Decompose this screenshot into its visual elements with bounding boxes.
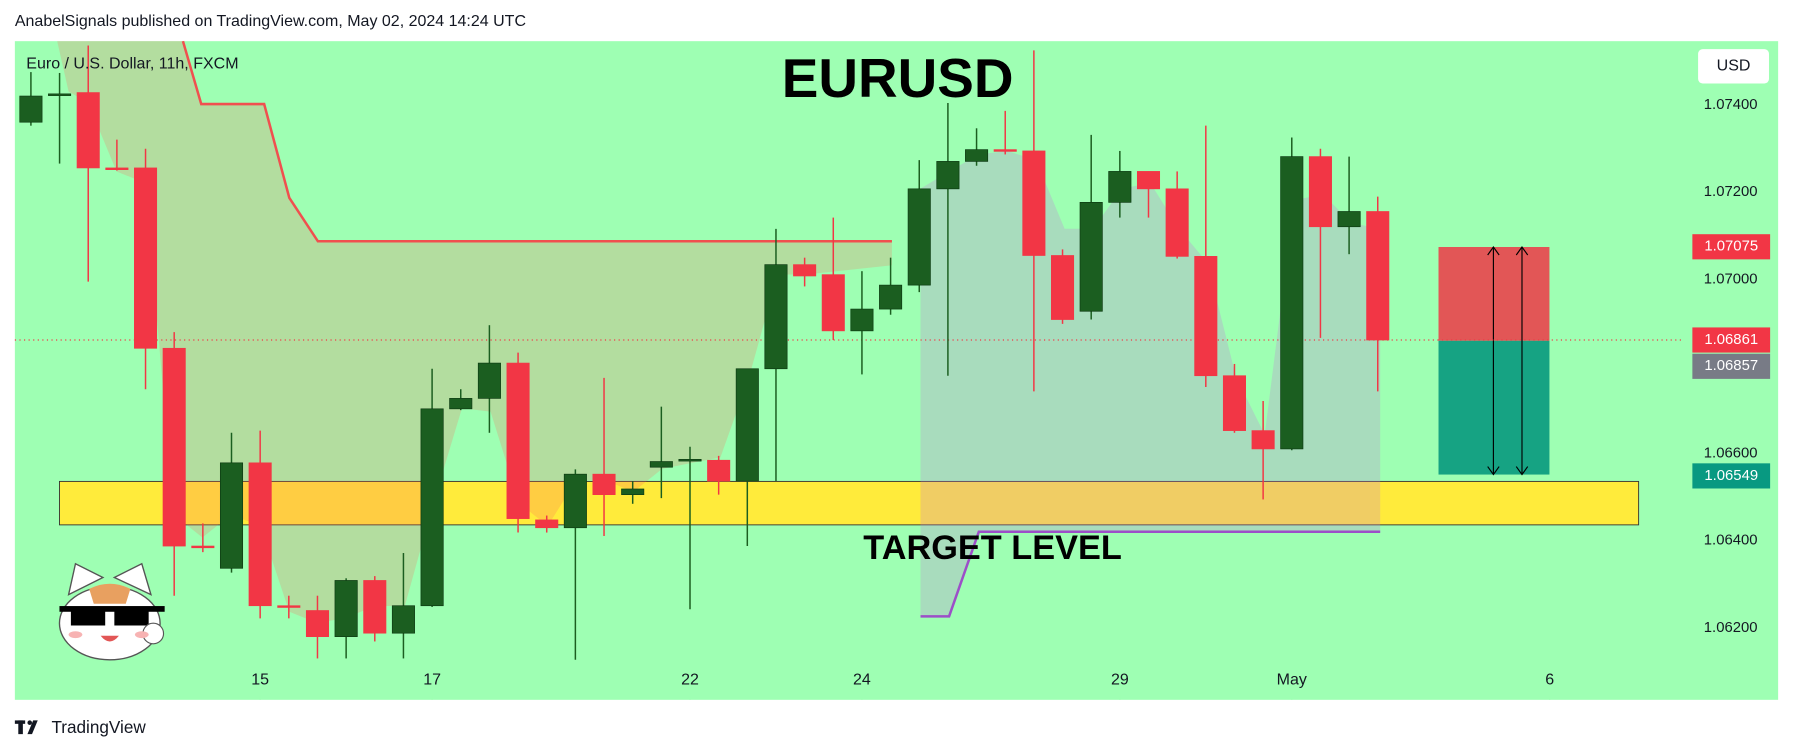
candle-body bbox=[965, 149, 989, 162]
y-tick-label: 1.06600 bbox=[1704, 446, 1758, 462]
target-zone bbox=[59, 480, 1640, 526]
x-tick-label: 15 bbox=[251, 672, 269, 689]
candle-body bbox=[248, 462, 272, 607]
range-arrows bbox=[1487, 246, 1529, 476]
candle-body bbox=[449, 398, 473, 410]
price-label-box bbox=[1692, 234, 1771, 260]
candle-body bbox=[1136, 171, 1161, 190]
candle-body bbox=[1308, 156, 1332, 228]
avatar bbox=[58, 562, 165, 661]
indicator-area bbox=[920, 150, 1381, 618]
y-tick-label: 1.07400 bbox=[1704, 97, 1758, 113]
candle-body bbox=[420, 408, 444, 607]
candle-body bbox=[649, 461, 673, 468]
price-label-box bbox=[1692, 353, 1771, 379]
candle-body bbox=[105, 167, 129, 170]
byline: AnabelSignals published on TradingView.c… bbox=[15, 13, 526, 30]
candle-body bbox=[1280, 156, 1304, 450]
candle-body bbox=[1079, 202, 1103, 312]
candle-body bbox=[19, 95, 43, 123]
price-label: 1.06549 bbox=[1704, 468, 1758, 484]
candle-body bbox=[621, 488, 645, 495]
brand-name: TradingView bbox=[51, 717, 146, 737]
candle-body bbox=[1108, 171, 1132, 203]
candle-body bbox=[305, 610, 329, 638]
price-label: 1.06857 bbox=[1704, 358, 1758, 374]
price-label-box bbox=[1692, 327, 1771, 353]
price-label: 1.07075 bbox=[1704, 239, 1758, 255]
price-label-box bbox=[1692, 463, 1771, 489]
x-tick-label: May bbox=[1277, 672, 1307, 689]
candle-body bbox=[506, 362, 530, 519]
candle-body bbox=[993, 149, 1017, 152]
candle-body bbox=[1051, 255, 1075, 320]
candle-body bbox=[563, 473, 587, 529]
candle-body bbox=[678, 459, 702, 462]
candle-body bbox=[334, 580, 358, 638]
y-tick-label: 1.06200 bbox=[1704, 620, 1758, 636]
candle-body bbox=[793, 264, 817, 277]
candle-body bbox=[879, 284, 903, 310]
candle-body bbox=[477, 362, 501, 399]
candle-body bbox=[1366, 211, 1390, 341]
candle-body bbox=[391, 605, 415, 634]
symbol-label: Euro / U.S. Dollar, 11h, FXCM bbox=[26, 55, 238, 72]
x-tick-label: 24 bbox=[853, 672, 871, 689]
candle-body bbox=[707, 459, 731, 482]
candle-body bbox=[363, 580, 387, 634]
x-tick-label: 6 bbox=[1545, 672, 1554, 689]
brand-logo bbox=[14, 720, 38, 735]
chart-title: EURUSD bbox=[782, 47, 1014, 109]
x-tick-label: 29 bbox=[1111, 672, 1129, 689]
resistance-line bbox=[181, 40, 892, 243]
candle-body bbox=[134, 167, 158, 349]
candle-body bbox=[76, 92, 100, 169]
candle-body bbox=[936, 161, 960, 190]
candle-body bbox=[764, 264, 788, 370]
candle-body bbox=[735, 368, 759, 482]
x-tick-label: 17 bbox=[423, 672, 441, 689]
candle-body bbox=[1222, 375, 1246, 431]
candle-body bbox=[850, 308, 874, 332]
y-tick-label: 1.06400 bbox=[1704, 533, 1758, 549]
price-label: 1.06861 bbox=[1704, 332, 1758, 348]
support-line bbox=[920, 530, 1381, 618]
candle-body bbox=[1165, 188, 1189, 257]
y-tick-label: 1.07200 bbox=[1704, 184, 1758, 200]
candle-body bbox=[1251, 430, 1275, 450]
candle-body bbox=[162, 347, 186, 547]
y-tick-label: 1.07000 bbox=[1704, 271, 1758, 287]
annotation: TARGET LEVEL bbox=[863, 529, 1122, 567]
candle-body bbox=[277, 605, 301, 608]
candle-body bbox=[592, 473, 616, 495]
candle-body bbox=[1337, 211, 1361, 228]
candle-body bbox=[1194, 256, 1218, 377]
candle-body bbox=[1022, 150, 1046, 256]
candle-body bbox=[821, 274, 845, 332]
candle-body bbox=[535, 519, 559, 529]
candle-body bbox=[907, 188, 931, 286]
candle-body bbox=[219, 462, 244, 569]
candle-body bbox=[48, 93, 72, 96]
currency-button[interactable] bbox=[1698, 49, 1769, 84]
x-tick-label: 22 bbox=[681, 672, 699, 689]
currency-label[interactable]: USD bbox=[1717, 58, 1751, 75]
candle-body bbox=[191, 545, 215, 549]
